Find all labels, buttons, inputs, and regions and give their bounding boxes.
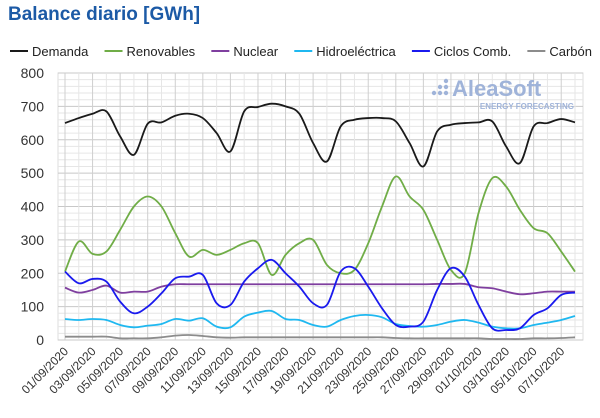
y-tick-label: 200 [21, 265, 45, 281]
y-tick-label: 600 [21, 132, 45, 148]
series-line-demanda [64, 102, 576, 168]
legend-item: Hidroeléctrica [294, 44, 397, 59]
y-tick-label: 800 [21, 65, 45, 81]
svg-text:Demanda: Demanda [32, 44, 89, 59]
y-tick-label: 300 [21, 232, 45, 248]
legend-item: Ciclos Comb. [411, 44, 511, 59]
y-tick-label: 700 [21, 98, 45, 114]
legend-item: Renovables [104, 44, 196, 59]
legend-item: Carbón [527, 44, 592, 59]
svg-text:ENERGY FORECASTING: ENERGY FORECASTING [480, 102, 574, 111]
series-line-renovables [64, 175, 576, 279]
svg-text:Ciclos Comb.: Ciclos Comb. [434, 44, 511, 59]
y-tick-label: 400 [21, 199, 45, 215]
legend-item: Nuclear [211, 44, 279, 59]
y-tick-label: 0 [36, 332, 44, 348]
svg-text:Renovables: Renovables [127, 44, 196, 59]
legend-item: Demanda [10, 44, 89, 59]
series-line-cicloscomb [64, 258, 576, 332]
svg-text:Carbón: Carbón [549, 44, 592, 59]
svg-text:AleaSoft: AleaSoft [452, 76, 542, 101]
series-line-carbn [64, 334, 576, 340]
svg-text:Nuclear: Nuclear [233, 44, 278, 59]
y-tick-label: 500 [21, 165, 45, 181]
chart-title: Balance diario [GWh] [8, 4, 201, 25]
svg-text:Hidroeléctrica: Hidroeléctrica [316, 44, 396, 59]
series-line-nuclear [64, 282, 575, 296]
y-tick-label: 100 [21, 299, 45, 315]
